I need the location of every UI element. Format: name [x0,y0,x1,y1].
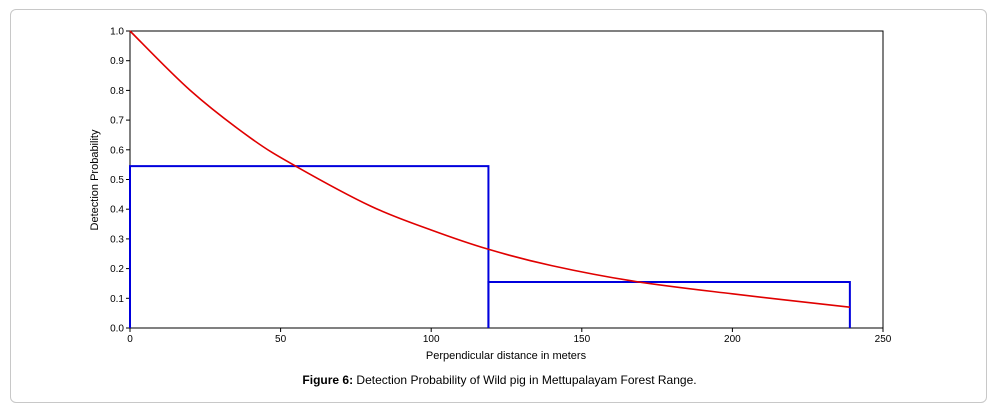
y-tick-label: 0.1 [110,294,124,305]
x-tick-label: 100 [423,334,440,345]
y-axis-title: Detection Probability [89,129,101,230]
figure-label: Figure 6: [302,373,354,387]
y-tick-label: 0.9 [110,56,124,67]
y-tick-label: 0.8 [110,86,124,97]
y-tick-label: 0.4 [110,205,124,216]
series-layer [129,30,851,328]
x-tick-label: 250 [875,334,892,345]
y-tick-label: 0.6 [110,145,124,156]
x-axis-title: Perpendicular distance in meters [426,350,587,362]
x-tick-label: 150 [573,334,590,345]
y-tick-label: 0.3 [110,234,124,245]
figure-caption: Figure 6: Detection Probability of Wild … [0,373,999,387]
y-tick-label: 1.0 [110,27,124,38]
figure-caption-text: Detection Probability of Wild pig in Met… [353,373,697,387]
x-tick-label: 0 [127,334,133,345]
y-tick-label: 0.2 [110,264,124,275]
y-tick-label: 0.5 [110,175,124,186]
x-axis-ticks: 0 50 100 150 200 250 [127,328,892,345]
plot-area [129,30,884,329]
detection-curve [129,30,850,309]
y-axis-ticks: 0.0 0.1 0.2 0.3 0.4 0.5 0.6 0.7 0.8 0.9 1.0 [110,27,130,335]
histogram-bar [129,165,490,328]
x-tick-label: 200 [724,334,741,345]
x-tick-label: 50 [275,334,287,345]
detection-probability-chart: 0 50 100 150 200 250 0.0 0.1 0.2 0.3 0.4 0.5 0.6 0.7… [89,27,892,363]
y-tick-label: 0.7 [110,116,124,127]
histogram-bar [487,280,851,328]
y-tick-label: 0.0 [110,324,124,335]
